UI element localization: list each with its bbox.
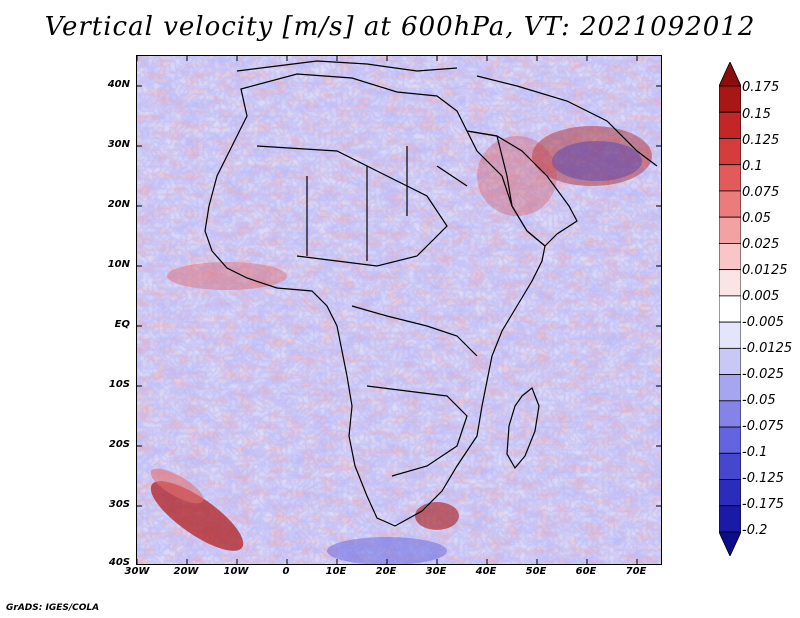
sahel-borders	[256, 145, 448, 267]
colorbar-swatch	[719, 374, 741, 402]
colorbar-swatch	[719, 479, 741, 507]
colorbar-label: 0.075	[742, 185, 780, 200]
strong-ascent-sw-atlantic	[150, 481, 244, 551]
colorbar-label: -0.025	[742, 367, 784, 382]
field-texture-fine	[137, 56, 661, 564]
colorbar-label: -0.075	[742, 419, 784, 434]
ascent-itcz-west	[167, 262, 287, 290]
lat-label-20s: 20S	[108, 439, 130, 450]
colorbar-bottom-arrow	[719, 531, 741, 556]
colorbar-swatch	[719, 452, 741, 480]
lon-label-70e: 70E	[625, 566, 647, 577]
colorbar-swatch	[719, 111, 741, 139]
lon-label-30w: 30W	[124, 566, 150, 577]
colorbar-swatch	[719, 190, 741, 218]
europe-coastline	[236, 60, 458, 72]
colorbar-label: 0.025	[742, 237, 780, 252]
frame-ticks	[137, 56, 661, 564]
lat-label-30s: 30S	[108, 499, 130, 510]
credit-label: GrADS: IGES/COLA	[6, 603, 100, 613]
africa-coastline	[204, 73, 546, 527]
arabia-coastline	[465, 130, 578, 247]
asia-coastline	[476, 75, 658, 167]
lon-label-60e: 60E	[575, 566, 597, 577]
lat-label-40n: 40N	[107, 79, 130, 90]
colorbar-label: 0.175	[742, 80, 780, 95]
colorbar-label: 0.05	[742, 211, 771, 226]
coastlines	[204, 60, 658, 527]
colorbar-label: -0.05	[742, 393, 776, 408]
lon-label-20w: 20W	[173, 566, 199, 577]
colorbar-swatch	[719, 138, 741, 166]
lat-label-10n: 10N	[107, 259, 130, 270]
colorbar-swatch	[719, 295, 741, 323]
colorbar-label: -0.005	[742, 315, 784, 330]
colorbar-label: -0.2	[742, 523, 768, 538]
ascent-south-africa	[415, 502, 459, 530]
madagascar-coastline	[506, 387, 540, 470]
lat-label-eq: EQ	[114, 319, 130, 330]
descent-southern-ocean	[327, 537, 447, 564]
colorbar-swatch	[719, 347, 741, 375]
lon-label-20e: 20E	[375, 566, 397, 577]
lon-label-10w: 10W	[223, 566, 249, 577]
colorbar-swatch	[719, 505, 741, 533]
colorbar-swatch	[719, 85, 741, 113]
colorbar-swatch	[719, 164, 741, 192]
colorbar	[719, 62, 741, 556]
vertical-velocity-map	[137, 56, 661, 564]
colorbar-label: -0.175	[742, 497, 784, 512]
lat-label-40s: 40S	[108, 557, 130, 568]
ascent-band	[150, 468, 204, 504]
colorbar-label: 0.005	[742, 289, 780, 304]
colorbar-label: 0.15	[742, 107, 771, 122]
lon-label-50e: 50E	[525, 566, 547, 577]
lat-label-30n: 30N	[107, 139, 130, 150]
lon-label-10e: 10E	[325, 566, 347, 577]
descent-iran	[552, 141, 642, 181]
colorbar-label: -0.1	[742, 445, 768, 460]
central-africa-borders	[351, 305, 478, 357]
colorbar-swatch	[719, 426, 741, 454]
chart-title: Vertical velocity [m/s] at 600hPa, VT: 2…	[44, 12, 756, 42]
map-panel[interactable]	[136, 55, 662, 565]
colorbar-swatch	[719, 400, 741, 428]
colorbar-label: -0.125	[742, 471, 784, 486]
colorbar-label: 0.125	[742, 133, 780, 148]
colorbar-swatch	[719, 243, 741, 271]
colorbar-swatch	[719, 269, 741, 297]
colorbar-swatch	[719, 216, 741, 244]
lat-label-10s: 10S	[108, 379, 130, 390]
colorbar-label: 0.1	[742, 159, 763, 174]
lon-label-0: 0	[282, 566, 290, 577]
lat-label-20n: 20N	[107, 199, 130, 210]
lon-label-40e: 40E	[475, 566, 497, 577]
colorbar-label: 0.0125	[742, 263, 788, 278]
southern-africa-borders	[366, 385, 468, 477]
country-borders	[306, 146, 468, 261]
ascent-arabia	[477, 136, 557, 216]
lon-label-30e: 30E	[425, 566, 447, 577]
colorbar-label: -0.0125	[742, 341, 793, 356]
colorbar-swatch	[719, 321, 741, 349]
colorbar-top-arrow	[719, 62, 741, 87]
ascent-iran	[532, 126, 652, 186]
